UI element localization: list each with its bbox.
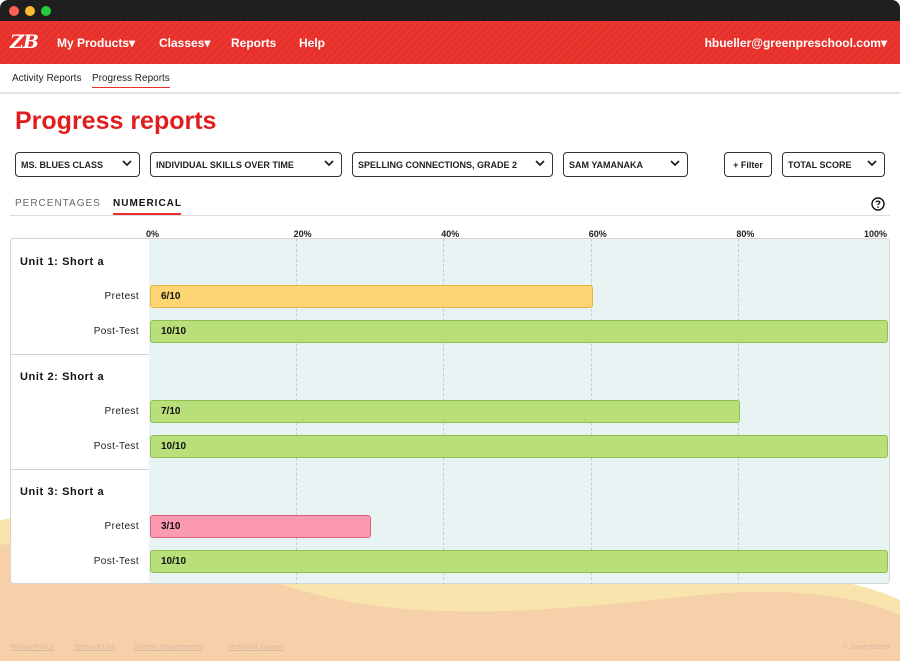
score-type-select-value: TOTAL SCORE	[788, 160, 852, 170]
subnav-activity-reports[interactable]: Activity Reports	[12, 73, 82, 84]
bar-value-label: 10/10	[161, 326, 187, 337]
reports-subnav: Activity Reports Progress Reports	[0, 64, 900, 94]
score-bar[interactable]: 6/10	[150, 285, 593, 308]
row-label: Post-Test	[93, 441, 139, 452]
x-tick-label: 60%	[588, 229, 607, 239]
row-label: Post-Test	[93, 556, 139, 567]
active-tab-indicator	[113, 213, 181, 215]
unit-title: Unit 1: Short a	[20, 256, 105, 268]
student-select-value: SAM YAMANAKA	[569, 160, 644, 170]
chevron-down-icon	[670, 160, 680, 167]
footer-copyright: © Zaner-Bloser	[842, 644, 890, 651]
bar-value-label: 10/10	[161, 441, 187, 452]
row-label: Post-Test	[93, 326, 139, 337]
tab-numerical[interactable]: NUMERICAL	[113, 198, 182, 209]
bar-value-label: 3/10	[161, 521, 181, 532]
x-tick-label: 0%	[146, 229, 160, 239]
nav-reports[interactable]: Reports	[231, 36, 277, 50]
class-select[interactable]: MS. BLUES CLASS	[15, 152, 140, 177]
row-label: Pretest	[104, 406, 139, 417]
bar-value-label: 6/10	[161, 291, 181, 302]
row-label: Pretest	[104, 521, 139, 532]
chevron-down-icon	[535, 160, 545, 167]
x-tick-label: 80%	[736, 229, 755, 239]
tab-percentages[interactable]: PERCENTAGES	[15, 198, 101, 209]
score-bar[interactable]: 10/10	[150, 320, 888, 343]
score-bar[interactable]: 7/10	[150, 400, 741, 423]
chevron-down-icon	[122, 160, 132, 167]
maximize-window-icon[interactable]	[41, 6, 51, 16]
account-menu[interactable]: hbueller@greenpreschool.com▾	[704, 36, 887, 50]
footer-terms-of-use[interactable]: Terms of Use	[74, 644, 116, 651]
bar-value-label: 7/10	[161, 406, 181, 417]
close-window-icon[interactable]	[9, 6, 19, 16]
report-type-select-value: INDIVIDUAL SKILLS OVER TIME	[156, 160, 294, 170]
group-separator	[11, 354, 149, 355]
nav-classes[interactable]: Classes▾	[159, 36, 211, 50]
group-separator	[11, 469, 149, 470]
footer-technical-support[interactable]: Technical Support	[228, 644, 284, 651]
help-icon[interactable]	[871, 197, 885, 211]
class-select-value: MS. BLUES CLASS	[21, 160, 104, 170]
x-tick-label: 20%	[293, 229, 312, 239]
footer-privacy-policy[interactable]: Privacy Policy	[10, 644, 54, 651]
page-title: Progress reports	[15, 107, 217, 135]
score-bar[interactable]: 3/10	[150, 515, 372, 538]
program-select-value: SPELLING CONNECTIONS, GRADE 2	[358, 160, 518, 170]
add-filter-button[interactable]: + Filter	[724, 152, 772, 177]
row-label: Pretest	[104, 291, 139, 302]
report-type-select[interactable]: INDIVIDUAL SKILLS OVER TIME	[150, 152, 342, 177]
nav-help[interactable]: Help	[299, 36, 326, 50]
tab-divider	[10, 215, 890, 216]
program-select[interactable]: SPELLING CONNECTIONS, GRADE 2	[352, 152, 553, 177]
x-tick-label: 40%	[441, 229, 460, 239]
minimize-window-icon[interactable]	[25, 6, 35, 16]
x-tick-label: 100%	[864, 229, 888, 239]
nav-my-products[interactable]: My Products▾	[57, 36, 136, 50]
unit-title: Unit 2: Short a	[20, 371, 105, 383]
score-bar[interactable]: 10/10	[150, 550, 888, 573]
bar-value-label: 10/10	[161, 556, 187, 567]
subnav-progress-reports[interactable]: Progress Reports	[92, 73, 170, 88]
zb-logo[interactable]: ZB	[10, 31, 39, 53]
score-bar[interactable]: 10/10	[150, 435, 888, 458]
score-type-select[interactable]: TOTAL SCORE	[782, 152, 885, 177]
top-navigation: ZB My Products▾ Classes▾ Reports Help hb…	[0, 21, 900, 64]
window-titlebar	[0, 0, 900, 21]
chevron-down-icon	[867, 160, 877, 167]
student-select[interactable]: SAM YAMANAKA	[563, 152, 688, 177]
unit-title: Unit 3: Short a	[20, 486, 105, 498]
chevron-down-icon	[324, 160, 334, 167]
progress-chart: Unit 1: Short a Pretest 6/10 Post-Test 10/10…	[10, 238, 890, 584]
footer-system-requirements[interactable]: System Requirements	[134, 644, 203, 651]
